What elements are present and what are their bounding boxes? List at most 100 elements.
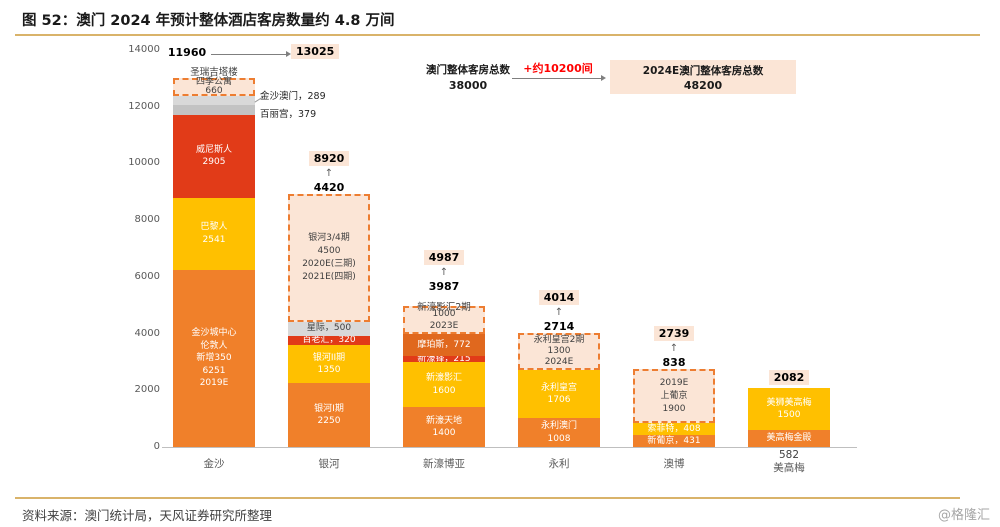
segment-label: 银河I期: [314, 403, 344, 414]
annotation-total-value: 4014: [514, 290, 604, 306]
bar-segment-永利澳门: 永利澳门 1008: [518, 418, 600, 447]
bar-segment-新葡京: 新葡京，431: [633, 434, 715, 447]
category-label: 金沙: [203, 458, 225, 470]
segment-label: 永利澳门: [540, 421, 577, 432]
highlighted-total: 2082: [768, 369, 810, 385]
projection-box: 银河3/4期 4500 2020E(三期) 2021E(四期): [288, 194, 370, 322]
segment-label: 2905: [202, 157, 226, 168]
highlighted-total: 4987: [423, 249, 465, 265]
bar-segment-金沙澳门: [173, 96, 255, 105]
y-axis-tick-label: 12000: [128, 100, 160, 112]
projection-title-label: 新濠影汇2期: [417, 301, 471, 313]
annotation-total-value: 4987: [399, 249, 489, 265]
projected-total-label: 2024E澳门整体客房总数: [642, 64, 764, 77]
projected-total-rooms: 2024E澳门整体客房总数 48200: [610, 60, 796, 94]
up-arrow-icon: ↑: [669, 343, 679, 355]
segment-label: 新濠锋，215: [417, 353, 471, 364]
projection-label: 2020E(三期): [302, 258, 356, 269]
segment-label: 2019E: [199, 378, 229, 389]
current-total-label: 澳门整体客房总数: [426, 64, 510, 76]
projection-label: 1900: [662, 403, 686, 414]
footer-divider: [15, 497, 960, 499]
bar-segment-金沙城中心/伦敦人: 金沙城中心 伦敦人 新增350 6251 2019E: [173, 269, 255, 447]
current-total-value: 38000: [448, 79, 488, 92]
bar-segment-星际: 星际，500: [288, 321, 370, 336]
bar-segment-银河II期: 银河II期 1350: [288, 344, 370, 384]
projection-label: 银河3/4期: [308, 232, 350, 243]
bar-segment-百老汇: 百老汇，320: [288, 335, 370, 346]
projection-label: 上葡京: [660, 390, 688, 401]
bar-segment-巴黎人: 巴黎人 2541: [173, 197, 255, 270]
projection-title-label: 圣瑞吉塔楼: [190, 66, 238, 78]
segment-label: 1400: [432, 428, 456, 439]
bar-segment-新濠影汇: 新濠影汇 1600: [403, 361, 485, 408]
bar-segment-美狮美高梅: 美狮美高梅 1500: [748, 387, 830, 431]
segment-label: 新葡京，431: [647, 435, 701, 446]
y-axis-tick-label: 8000: [134, 214, 160, 226]
projection-label: 1000: [432, 308, 456, 319]
hotel-rooms-stacked-bar-chart: 0 2000 4000 6000 8000 10000 12000 14000 金沙城中心 伦敦人…: [0, 40, 1000, 480]
y-axis-tick-label: 4000: [134, 327, 160, 339]
projection-box: 四季公寓 660: [173, 78, 255, 97]
annotation-base-value: 2714: [543, 320, 575, 334]
bar-segment-永利皇宫: 永利皇宫 1706: [518, 370, 600, 419]
bar-segment-美高梅金殿: 美高梅金殿: [748, 430, 830, 447]
bar-segment-威尼斯人: 威尼斯人 2905: [173, 115, 255, 198]
annotation-arrow-line: [211, 54, 287, 55]
delta-rooms-label: +约10200间: [523, 62, 593, 75]
bar-segment-摩珀斯: 摩珀斯，772: [403, 333, 485, 356]
highlighted-total: 2739: [653, 326, 695, 342]
source-note: 资料来源：澳门统计局，天风证券研究所整理: [22, 508, 273, 523]
segment-label: 星际，500: [306, 323, 352, 334]
segment-label: 新濠天地: [425, 415, 462, 426]
annotation-from-value: 11960: [167, 46, 207, 59]
highlighted-total: 4014: [538, 290, 580, 306]
segment-label: 永利皇宫: [540, 382, 577, 393]
projection-label: 2021E(四期): [302, 271, 356, 282]
projection-label: 四季公寓: [195, 77, 232, 87]
projection-box: 2019E 上葡京 1900: [633, 369, 715, 424]
title-divider: [15, 34, 980, 36]
arrow-head-icon: [601, 75, 606, 81]
annotation-base-value: 838: [662, 356, 686, 370]
x-axis-line: [162, 447, 857, 448]
bar-segment-索菲特: 索菲特，408: [633, 423, 715, 435]
flow-arrow-line: [512, 78, 602, 79]
segment-label: 新增350: [196, 353, 232, 364]
projection-label: 永利皇宫2期: [533, 335, 585, 346]
segment-label: 1706: [547, 395, 571, 406]
segment-label: 新濠影汇: [425, 373, 462, 384]
highlighted-total: 8920: [308, 151, 350, 167]
segment-label: 6251: [202, 365, 226, 376]
figure-title: 图 52：澳门 2024 年预计整体酒店客房数量约 4.8 万间: [22, 13, 395, 29]
projection-label: 660: [205, 86, 223, 96]
segment-label: 美高梅金殿: [766, 433, 812, 444]
annotation-base-value: 4420: [313, 181, 345, 195]
segment-label: 美狮美高梅: [766, 397, 812, 408]
below-bar-value: 582: [778, 449, 800, 461]
projection-label: 2024E: [544, 357, 574, 368]
projection-box: 1000 2023E: [403, 305, 485, 334]
annotation-total-value: 8920: [284, 151, 374, 167]
segment-label: 巴黎人: [200, 222, 228, 233]
annotation-to-value: 13025: [291, 44, 340, 59]
category-label: 澳博: [663, 458, 685, 470]
category-label: 银河: [318, 458, 340, 470]
up-arrow-icon: ↑: [439, 266, 449, 278]
up-arrow-icon: ↑: [554, 307, 564, 319]
segment-label: 2541: [202, 234, 226, 245]
segment-label: 1350: [317, 365, 341, 376]
watermark: @格隆汇: [937, 508, 990, 523]
segment-label: 1600: [432, 385, 456, 396]
y-axis-tick-label: 10000: [128, 157, 160, 169]
projection-box: 永利皇宫2期 1300 2024E: [518, 333, 600, 371]
segment-label: 银河II期: [312, 352, 346, 363]
segment-label: 百老汇，320: [302, 335, 356, 346]
segment-label: 伦敦人: [200, 340, 228, 351]
annotation-total-value: 2082: [744, 369, 834, 385]
current-total-rooms: 澳门整体客房总数 38000: [426, 62, 510, 92]
annotation-base-value: 3987: [428, 279, 460, 293]
y-axis-tick-label: 6000: [134, 270, 160, 282]
segment-label: 1500: [777, 410, 801, 421]
